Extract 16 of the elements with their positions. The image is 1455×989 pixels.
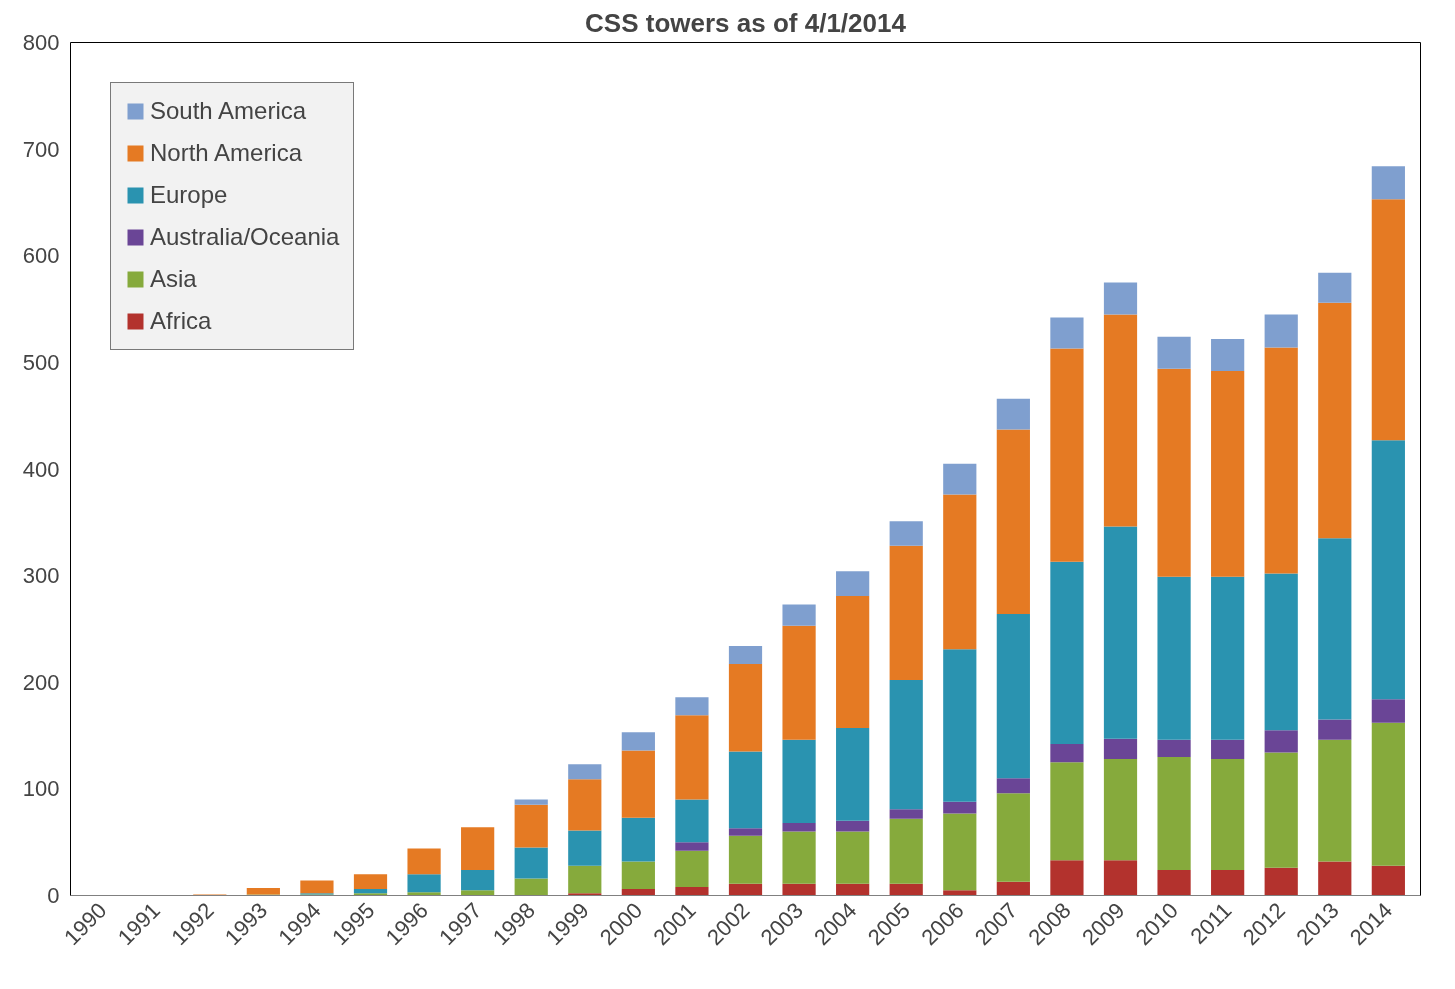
- y-tick-label: 600: [22, 243, 60, 269]
- legend-label: Africa: [150, 307, 212, 335]
- legend-label: Asia: [150, 265, 197, 293]
- y-tick-label: 400: [22, 456, 60, 482]
- chart-title: CSS towers as of 4/1/2014: [585, 7, 907, 38]
- y-tick-label: 200: [22, 669, 60, 695]
- y-tick-label: 800: [22, 30, 60, 55]
- y-tick-label: 300: [22, 563, 60, 589]
- y-tick-label: 500: [22, 349, 60, 375]
- legend-label: South America: [150, 97, 307, 125]
- y-tick-label: 100: [22, 776, 60, 802]
- y-tick-label: 700: [22, 136, 60, 162]
- legend-label: North America: [150, 139, 303, 167]
- legend-label: Europe: [150, 181, 228, 209]
- legend-label: Australia/Oceania: [150, 223, 340, 251]
- y-tick-label: 0: [47, 883, 60, 908]
